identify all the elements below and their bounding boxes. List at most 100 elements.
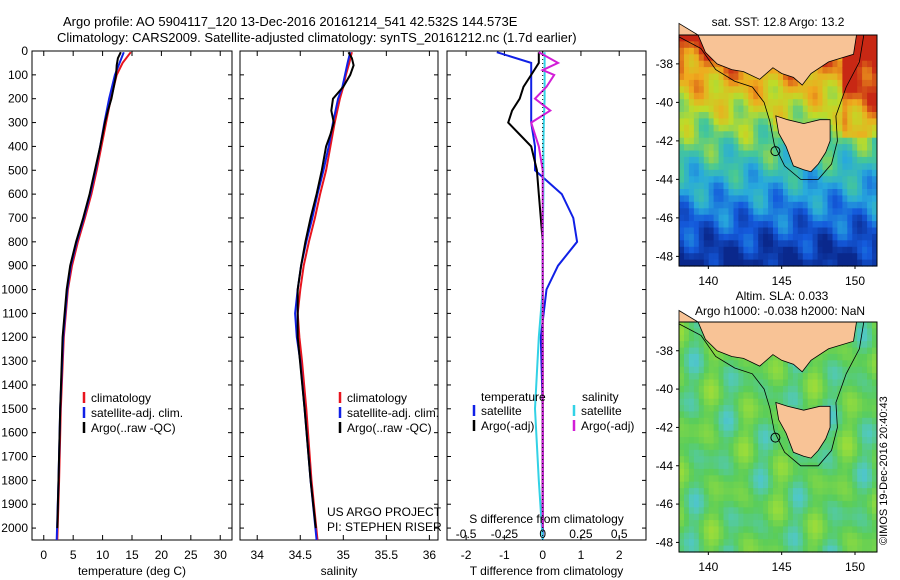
map-cell: [698, 341, 705, 349]
map-cell: [698, 214, 705, 222]
map-cell: [792, 481, 799, 489]
map-cell: [872, 156, 878, 164]
map-cell: [822, 379, 828, 387]
map-cell: [832, 449, 838, 457]
map-cell: [832, 405, 838, 413]
map-cell: [733, 92, 739, 100]
map-cell: [733, 392, 739, 400]
map-cell: [758, 411, 764, 419]
map-cell: [857, 500, 863, 508]
map-cell: [738, 385, 744, 393]
map-cell: [763, 475, 769, 483]
map-cell: [812, 385, 819, 393]
map-cell: [693, 443, 700, 451]
map-cell: [703, 67, 710, 75]
map-cell: [768, 475, 774, 483]
map-cell: [872, 105, 878, 113]
series-line-temperature-satellite: [496, 51, 579, 540]
map-cell: [743, 488, 749, 496]
map-cell: [827, 92, 833, 100]
map-cell: [842, 462, 848, 470]
map-cell: [797, 227, 804, 235]
map-cell: [773, 437, 779, 444]
map-cell: [698, 462, 705, 470]
map-cell: [768, 137, 774, 145]
map-cell: [684, 99, 690, 107]
x-tick-label: -1: [499, 548, 510, 562]
map-cell: [787, 259, 794, 267]
map-cell: [728, 150, 734, 158]
map-cell: [832, 462, 838, 470]
map-cell: [783, 475, 789, 483]
map-cell: [837, 417, 843, 425]
y-tick-label: 400: [8, 139, 28, 153]
map-cell: [847, 182, 853, 190]
map-cell: [703, 545, 710, 553]
map-cell: [827, 150, 833, 158]
map-cell: [847, 411, 853, 419]
map-cell: [812, 494, 819, 502]
map-cell: [812, 456, 819, 464]
map-cell: [718, 195, 725, 203]
map-cell: [738, 118, 744, 126]
map-cell: [728, 227, 734, 235]
map-cell: [817, 79, 824, 87]
map-cell: [733, 385, 739, 393]
map-cell: [862, 35, 868, 42]
map-cell: [679, 163, 685, 171]
map-cell: [812, 92, 819, 100]
map-cell: [783, 366, 789, 374]
map-cell: [768, 405, 774, 413]
map-cell: [832, 221, 838, 229]
map-cell: [718, 246, 725, 254]
map-cell: [679, 468, 685, 476]
map-cell: [679, 54, 685, 62]
map-cell: [862, 60, 868, 68]
map-cell: [783, 539, 789, 547]
map-cell: [832, 240, 838, 248]
map-cell: [802, 545, 809, 553]
map-cell: [812, 182, 819, 190]
map-cell: [778, 73, 784, 81]
map-cell: [872, 437, 878, 444]
map-cell: [837, 430, 843, 438]
map-cell: [822, 150, 828, 158]
map-cell: [847, 67, 853, 75]
map-cell: [713, 208, 720, 216]
top-x-tick-label: -0.5: [456, 527, 477, 541]
map-cell: [872, 513, 878, 521]
map-cell: [773, 118, 779, 126]
map-cell: [693, 379, 700, 387]
map-cell: [758, 246, 764, 254]
map-cell: [684, 360, 690, 368]
map-cell: [748, 545, 754, 553]
map-cell: [718, 67, 725, 75]
map-cell: [684, 341, 690, 349]
map-cell: [698, 144, 705, 152]
map-cell: [802, 539, 809, 547]
map-cell: [832, 347, 838, 355]
map-cell: [763, 189, 769, 196]
map-cell: [753, 513, 759, 521]
map-cell: [738, 507, 744, 515]
map-cell: [738, 417, 744, 425]
map-cell: [867, 366, 873, 374]
map-cell: [723, 488, 729, 496]
map-cell: [728, 532, 734, 540]
map-cell: [778, 79, 784, 87]
map-cell: [703, 456, 710, 464]
map-cell: [807, 208, 814, 216]
map-cell: [708, 462, 715, 470]
map-cell: [763, 163, 769, 171]
map-cell: [733, 411, 739, 419]
map-cell: [763, 233, 769, 241]
map-cell: [847, 240, 853, 248]
map-cell: [679, 385, 685, 393]
map-cell: [718, 99, 725, 107]
map-cell: [679, 488, 685, 496]
map-cell: [733, 150, 739, 158]
map-cell: [693, 520, 700, 528]
map-cell: [842, 360, 848, 368]
map-cell: [867, 253, 873, 261]
map-cell: [832, 366, 838, 374]
